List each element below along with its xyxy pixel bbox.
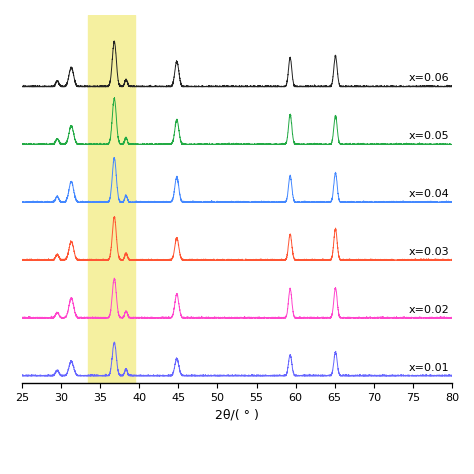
Text: (511): (511) xyxy=(0,473,1,474)
Text: (400): (400) xyxy=(0,473,1,474)
Text: x=0.04: x=0.04 xyxy=(409,189,450,199)
X-axis label: 2θ/( ° ): 2θ/( ° ) xyxy=(215,408,259,421)
Text: (440): (440) xyxy=(0,473,1,474)
Text: x=0.03: x=0.03 xyxy=(409,247,450,257)
Text: x=0.01: x=0.01 xyxy=(409,363,450,373)
Text: x=0.06: x=0.06 xyxy=(409,73,450,83)
Text: (311): (311) xyxy=(0,473,1,474)
Bar xyxy=(89,15,136,383)
Text: PDF NO.21-1152: PDF NO.21-1152 xyxy=(0,473,1,474)
Text: x=0.05: x=0.05 xyxy=(409,131,450,141)
Text: x=0.02: x=0.02 xyxy=(409,305,450,315)
Text: (220): (220) xyxy=(0,473,1,474)
